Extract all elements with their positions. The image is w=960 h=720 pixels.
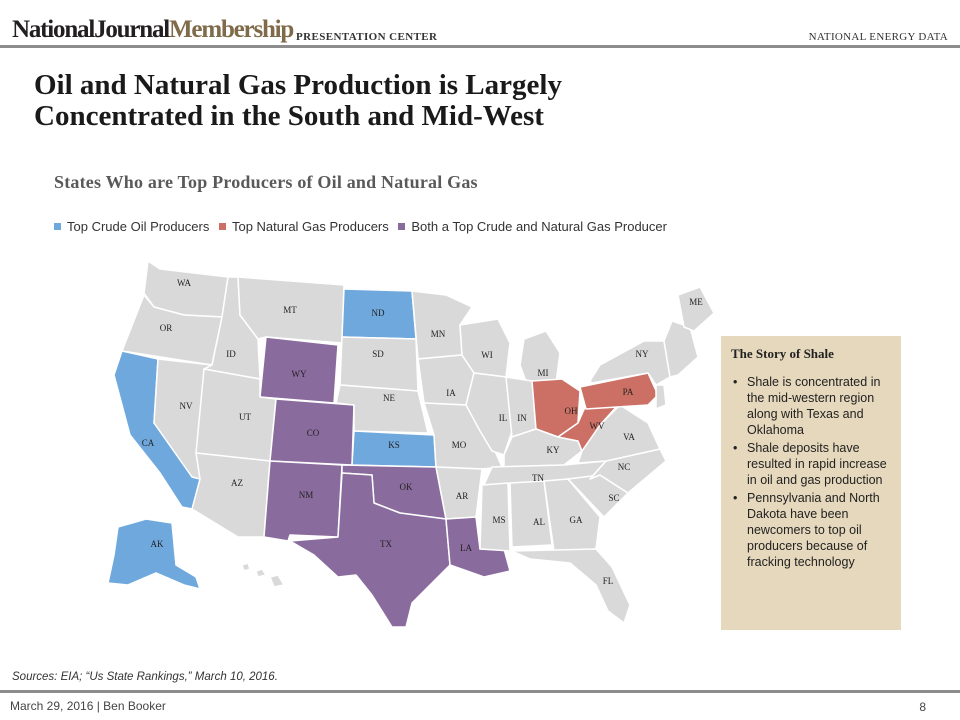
story-bullet: • Pennsylvania and North Dakota have been… (731, 490, 891, 570)
state-tx (289, 472, 451, 628)
legend-label-oil: Top Crude Oil Producers (67, 219, 210, 234)
legend-swatch-gas (218, 223, 226, 230)
label-or: OR (160, 323, 173, 333)
story-title: The Story of Shale (731, 346, 834, 361)
story-of-shale-box: The Story of Shale • Shale is concentrate… (721, 336, 901, 630)
legend-swatch-oil (54, 223, 61, 230)
state-la (445, 516, 511, 578)
label-ia: IA (446, 388, 456, 398)
label-mi: MI (538, 368, 549, 378)
slide-title: Oil and Natural Gas Production is Largel… (34, 69, 562, 132)
label-co: CO (307, 428, 320, 438)
label-az: AZ (231, 478, 243, 488)
legend-item-both: Both a Top Crude and Natural Gas Produce… (398, 219, 667, 234)
label-wi: WI (481, 350, 493, 360)
brand-membership: Membership (169, 16, 294, 43)
state-az (191, 452, 271, 538)
brand-logo: NationalJournalMembership (12, 16, 294, 44)
state-ga (543, 478, 601, 552)
story-bullet-text: Pennsylvania and North Dakota have been … (747, 491, 880, 569)
label-il: IL (499, 413, 508, 423)
label-ga: GA (570, 515, 583, 525)
us-map: WA OR CA NV ID MT WY UT AZ CO NM ND SD N… (100, 255, 740, 635)
label-ar: AR (456, 491, 469, 501)
bullet-icon: • (733, 491, 738, 505)
label-va: VA (623, 432, 635, 442)
legend-swatch-both (398, 223, 406, 230)
state-sd (339, 336, 419, 392)
label-id: ID (226, 349, 236, 359)
label-nm: NM (299, 490, 314, 500)
header-divider (0, 45, 960, 48)
story-bullet: • Shale deposits have resulted in rapid i… (731, 440, 891, 488)
label-in: IN (517, 413, 527, 423)
label-ms: MS (492, 515, 505, 525)
label-pa: PA (623, 387, 634, 397)
footer-divider (0, 690, 960, 693)
header: NationalJournalMembership PRESENTATION C… (0, 0, 960, 48)
label-al: AL (533, 517, 545, 527)
label-tx: TX (380, 539, 392, 549)
state-me (677, 286, 715, 332)
sources-note: Sources: EIA; “Us State Rankings,” March… (12, 671, 278, 683)
state-ak (107, 518, 201, 590)
label-nd: ND (372, 308, 385, 318)
story-bullets: • Shale is concentrated in the mid-wester… (731, 374, 891, 570)
state-nj (655, 384, 667, 410)
legend-item-oil: Top Crude Oil Producers (54, 219, 209, 234)
state-ms (479, 482, 511, 552)
bullet-icon: • (733, 375, 738, 389)
topic-label: NATIONAL ENERGY DATA (808, 31, 948, 43)
label-ca: CA (142, 438, 155, 448)
label-oh: OH (565, 406, 578, 416)
label-tn: TN (532, 473, 544, 483)
state-in (505, 376, 537, 438)
label-nv: NV (180, 401, 193, 411)
state-fl (511, 548, 631, 624)
label-mn: MN (431, 329, 446, 339)
story-bullet: • Shale is concentrated in the mid-wester… (731, 374, 891, 438)
story-bullet-text: Shale deposits have resulted in rapid in… (747, 441, 887, 487)
brand-name: NationalJournal (12, 16, 170, 43)
label-wv: WV (590, 421, 605, 431)
state-nm (263, 460, 343, 542)
label-wa: WA (177, 278, 191, 288)
label-ky: KY (547, 445, 560, 455)
legend-label-both: Both a Top Crude and Natural Gas Produce… (411, 219, 667, 234)
state-labels: WA OR CA NV ID MT WY UT AZ CO NM ND SD N… (142, 278, 704, 586)
state-mi (519, 330, 561, 388)
footer-date-author: March 29, 2016 | Ben Booker (10, 699, 166, 713)
legend-item-gas: Top Natural Gas Producers (218, 219, 389, 234)
label-mt: MT (283, 305, 297, 315)
label-ok: OK (400, 482, 413, 492)
map-subtitle: States Who are Top Producers of Oil and … (54, 172, 478, 192)
label-sd: SD (372, 349, 384, 359)
state-new-england (663, 320, 699, 378)
label-mo: MO (452, 440, 467, 450)
label-ne: NE (383, 393, 395, 403)
label-nc: NC (618, 462, 631, 472)
label-ks: KS (388, 440, 400, 450)
story-bullet-text: Shale is concentrated in the mid-western… (747, 375, 881, 437)
label-ny: NY (636, 349, 649, 359)
section-label: PRESENTATION CENTER (296, 31, 438, 43)
label-me: ME (689, 297, 703, 307)
legend-label-gas: Top Natural Gas Producers (231, 219, 389, 234)
state-hi (241, 562, 285, 588)
label-ak: AK (151, 539, 164, 549)
bullet-icon: • (733, 441, 738, 455)
label-wy: WY (292, 369, 307, 379)
label-la: LA (460, 543, 472, 553)
label-sc: SC (608, 493, 619, 503)
us-map-svg: WA OR CA NV ID MT WY UT AZ CO NM ND SD N… (107, 260, 715, 628)
state-al (509, 480, 553, 548)
label-fl: FL (603, 576, 614, 586)
label-ut: UT (239, 412, 251, 422)
page-number: 8 (919, 700, 926, 714)
map-legend: Top Crude Oil Producers Top Natural Gas … (54, 218, 714, 235)
